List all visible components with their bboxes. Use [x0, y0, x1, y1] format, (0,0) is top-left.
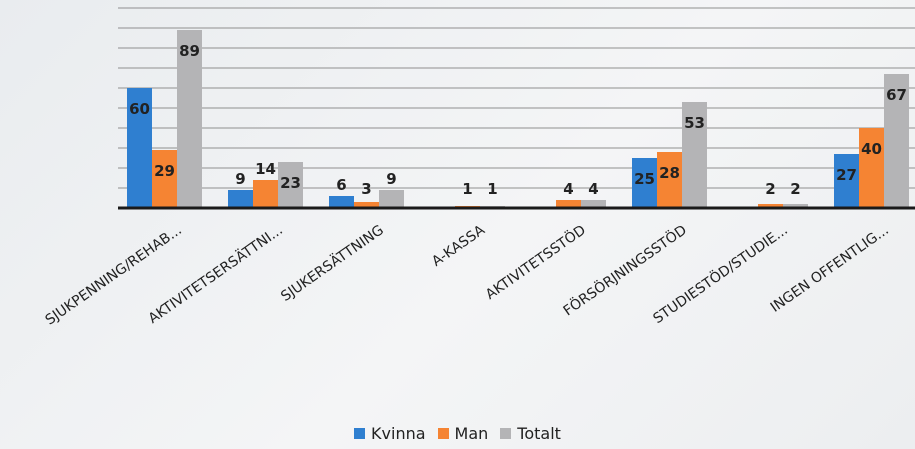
- bar-totalt: [581, 200, 606, 208]
- category-label: AKTIVITETSSTÖD: [482, 221, 589, 304]
- data-label: 1: [487, 180, 497, 198]
- data-label: 23: [280, 174, 301, 192]
- bar-kvinna: [834, 154, 859, 208]
- data-label: 40: [861, 140, 882, 158]
- legend-swatch: [500, 428, 512, 439]
- data-label: 29: [154, 162, 175, 180]
- gridlines: [118, 7, 915, 189]
- bar-man: [758, 204, 783, 208]
- data-label: 60: [129, 100, 150, 118]
- data-label: 27: [836, 166, 857, 184]
- bar-totalt: [884, 74, 909, 208]
- bars: [127, 30, 909, 208]
- bar-man: [253, 180, 278, 208]
- bar-kvinna: [228, 190, 253, 208]
- legend-label: Totalt: [517, 424, 561, 443]
- bar-man: [152, 150, 177, 208]
- bar-totalt: [783, 204, 808, 208]
- data-label: 2: [790, 180, 800, 198]
- data-label: 4: [563, 180, 573, 198]
- data-label: 67: [886, 86, 907, 104]
- legend-item-man: Man: [437, 424, 489, 443]
- data-label: 14: [255, 160, 276, 178]
- category-labels: SJUKPENNING/REHAB...AKTIVITETSERSÄTTNI..…: [43, 221, 892, 329]
- bar-totalt: [278, 162, 303, 208]
- data-label: 4: [588, 180, 598, 198]
- legend: Kvinna Man Totalt: [0, 424, 915, 443]
- legend-label: Kvinna: [371, 424, 426, 443]
- data-label: 1: [462, 180, 472, 198]
- bar-totalt: [379, 190, 404, 208]
- legend-item-totalt: Totalt: [500, 424, 561, 443]
- data-label: 53: [684, 114, 705, 132]
- bar-totalt: [682, 102, 707, 208]
- legend-swatch: [437, 428, 449, 439]
- legend-swatch: [354, 428, 366, 439]
- data-label: 3: [361, 180, 371, 198]
- bar-man: [859, 128, 884, 208]
- data-label: 2: [765, 180, 775, 198]
- data-label: 9: [235, 170, 245, 188]
- bar-man: [354, 202, 379, 208]
- category-label: A-KASSA: [429, 222, 488, 270]
- data-label: 28: [659, 164, 680, 182]
- data-label: 25: [634, 170, 655, 188]
- bar-man: [657, 152, 682, 208]
- bar-kvinna: [127, 88, 152, 208]
- data-label: 89: [179, 42, 200, 60]
- bar-totalt: [177, 30, 202, 208]
- legend-item-kvinna: Kvinna: [354, 424, 426, 443]
- data-label: 6: [336, 176, 346, 194]
- bar-man: [556, 200, 581, 208]
- bar-kvinna: [632, 158, 657, 208]
- bar-kvinna: [329, 196, 354, 208]
- category-label: SJUKERSÄTTNING: [277, 221, 387, 305]
- data-label: 9: [386, 170, 396, 188]
- legend-label: Man: [454, 424, 489, 443]
